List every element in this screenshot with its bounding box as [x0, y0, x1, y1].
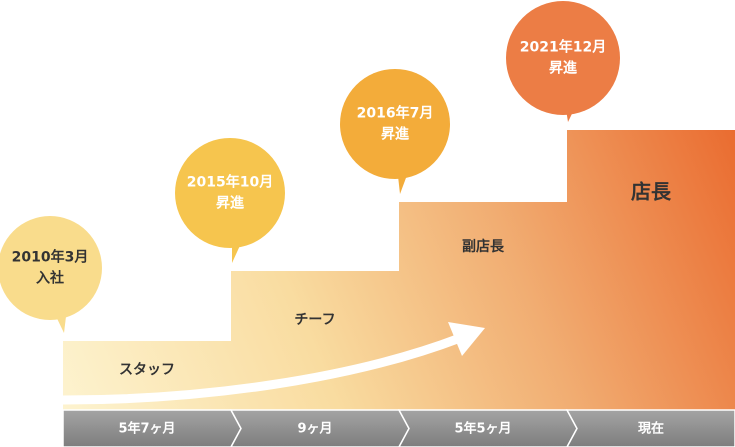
bubble-text: 2021年12月: [520, 39, 606, 56]
bubble-text: 昇進: [216, 196, 244, 212]
role-label: 店長: [631, 180, 672, 204]
arrow-head: [448, 322, 485, 356]
bubble-text: 昇進: [381, 127, 409, 143]
bubble-text: 2016年7月: [357, 105, 434, 122]
duration-bar: 5年7ヶ月 9ヶ月 5年5ヶ月 現在: [62, 409, 735, 447]
bubble-text: 2010年3月: [12, 249, 89, 266]
bubble: [506, 1, 620, 115]
bubble: [175, 138, 285, 248]
bubble: [0, 216, 102, 320]
duration-segment: [565, 409, 735, 447]
growth-arrow: [58, 333, 465, 405]
role-label: チーフ: [294, 312, 335, 328]
duration-label: 現在: [638, 421, 664, 437]
duration-label: 9ヶ月: [297, 422, 332, 437]
step-block: [399, 202, 567, 410]
bubble-text: 昇進: [549, 61, 577, 77]
role-label: 副店長: [462, 238, 505, 255]
duration-label: 5年5ヶ月: [454, 421, 511, 437]
bubble-text: 2015年10月: [187, 174, 273, 191]
bubble-text: 入社: [36, 270, 64, 287]
role-label: スタッフ: [119, 362, 175, 378]
step-block: [567, 130, 735, 410]
bubble: [340, 69, 450, 179]
duration-label: 5年7ヶ月: [118, 421, 175, 437]
